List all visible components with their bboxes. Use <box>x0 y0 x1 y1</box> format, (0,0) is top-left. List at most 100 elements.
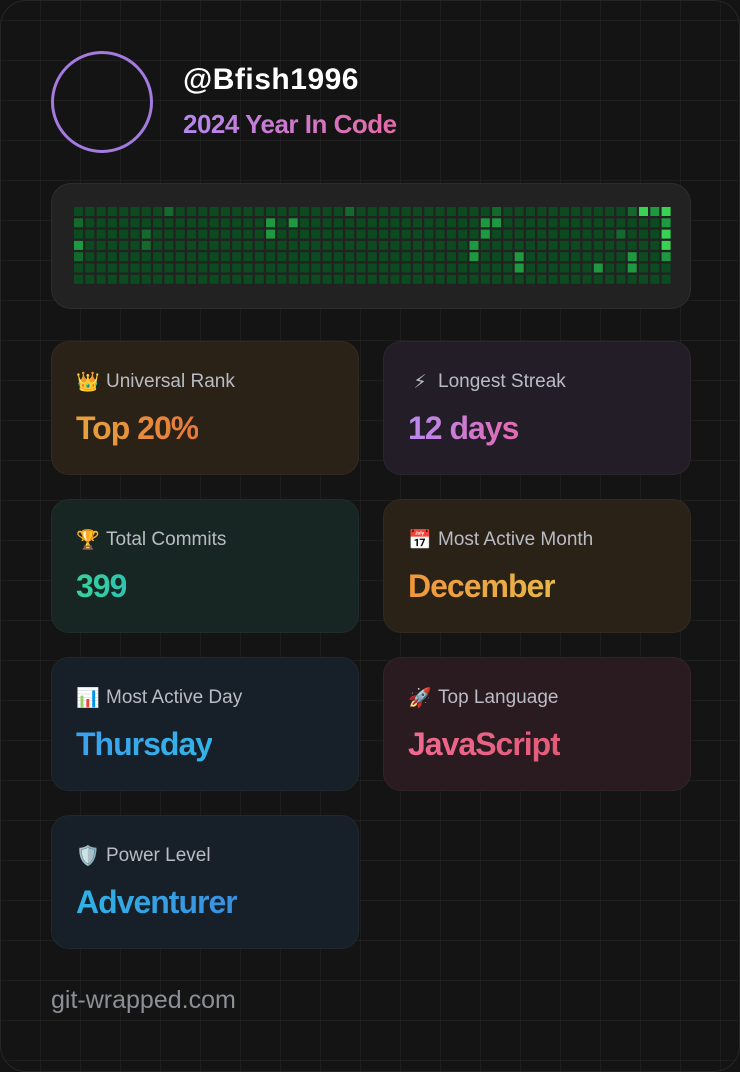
contribution-cell <box>627 229 637 239</box>
contribution-cell <box>164 229 174 239</box>
contribution-cell <box>469 207 479 216</box>
avatar <box>51 51 153 153</box>
contribution-cell <box>446 207 456 216</box>
contribution-cell <box>639 218 648 228</box>
contribution-cell <box>85 229 95 239</box>
contribution-cell <box>661 252 671 262</box>
stat-value: Thursday <box>76 726 213 762</box>
contribution-cell <box>379 207 389 216</box>
contribution-cell <box>526 207 535 216</box>
contribution-cell <box>401 218 411 228</box>
contribution-cell <box>209 207 219 216</box>
contribution-cell <box>413 229 422 239</box>
contribution-cell <box>390 240 400 250</box>
contribution-cell <box>469 263 479 273</box>
contribution-cell <box>458 240 468 250</box>
contribution-cell <box>164 263 174 273</box>
contribution-cell <box>650 274 660 284</box>
contribution-cell <box>492 252 502 262</box>
contribution-cell <box>277 252 287 262</box>
contribution-cell <box>254 218 264 228</box>
contribution-cell <box>96 218 106 228</box>
contribution-cell <box>356 240 366 250</box>
contribution-cell <box>322 229 332 239</box>
stat-label: Universal Rank <box>106 371 235 392</box>
contribution-cell <box>333 207 343 216</box>
contribution-cell <box>424 263 434 273</box>
contribution-cell <box>424 274 434 284</box>
contribution-cell <box>141 263 151 273</box>
stat-label: Top Language <box>438 687 559 708</box>
contribution-cell <box>107 252 117 262</box>
contribution-cell <box>209 229 219 239</box>
contribution-cell <box>435 240 445 250</box>
contribution-cell <box>232 252 242 262</box>
contribution-cell <box>187 207 196 216</box>
contribution-cell <box>277 218 287 228</box>
contribution-cell <box>548 252 558 262</box>
contribution-cell <box>514 252 524 262</box>
contribution-cell <box>311 252 321 262</box>
contribution-cell <box>243 218 253 228</box>
contribution-cell <box>661 240 671 250</box>
contribution-cell <box>367 240 377 250</box>
contribution-cell <box>345 218 355 228</box>
contribution-cell <box>198 263 208 273</box>
contribution-cell <box>413 252 422 262</box>
contribution-graph <box>51 183 691 309</box>
contribution-cell <box>277 263 287 273</box>
contribution-cell <box>435 218 445 228</box>
contribution-cell <box>300 263 309 273</box>
contribution-cell <box>85 274 95 284</box>
contribution-cell <box>627 274 637 284</box>
contribution-cell <box>141 274 151 284</box>
contribution-cell <box>333 274 343 284</box>
contribution-cell <box>300 218 309 228</box>
contribution-cell <box>435 263 445 273</box>
contribution-cell <box>571 274 581 284</box>
contribution-cell <box>266 263 276 273</box>
contribution-cell <box>367 218 377 228</box>
contribution-cell <box>232 218 242 228</box>
contribution-cell <box>548 240 558 250</box>
contribution-cell <box>254 274 264 284</box>
stat-label: Most Active Day <box>106 687 243 708</box>
contribution-cell <box>571 207 581 216</box>
contribution-cell <box>96 274 106 284</box>
stat-label: Most Active Month <box>438 529 594 550</box>
contribution-cell <box>175 240 185 250</box>
contribution-cell <box>605 207 615 216</box>
contribution-cell <box>74 229 83 239</box>
stat-label: Power Level <box>106 845 211 866</box>
contribution-cell <box>322 207 332 216</box>
contribution-cell <box>379 252 389 262</box>
contribution-cell <box>232 274 242 284</box>
contribution-cell <box>130 207 140 216</box>
contribution-cell <box>107 274 117 284</box>
contribution-cell <box>639 252 648 262</box>
contribution-cell <box>593 252 603 262</box>
contribution-cell <box>141 229 151 239</box>
contribution-cell <box>605 263 615 273</box>
contribution-cell <box>616 218 626 228</box>
contribution-cell <box>616 240 626 250</box>
contribution-cell <box>367 207 377 216</box>
stat-card-most-active-month: 📅 Most Active Month December <box>383 499 691 633</box>
contribution-cell <box>141 252 151 262</box>
contribution-cell <box>435 229 445 239</box>
site-link[interactable]: git-wrapped.com <box>51 986 236 1014</box>
contribution-cell <box>559 229 569 239</box>
stat-value: Top 20% <box>76 410 199 446</box>
contribution-cell <box>593 218 603 228</box>
stat-card-universal-rank: 👑 Universal Rank Top 20% <box>51 341 359 475</box>
contribution-cell <box>130 229 140 239</box>
contribution-cell <box>153 218 163 228</box>
contribution-cell <box>130 274 140 284</box>
stat-card-total-commits: 🏆 Total Commits 399 <box>51 499 359 633</box>
contribution-cell <box>503 263 513 273</box>
contribution-cell <box>492 274 502 284</box>
contribution-cell <box>85 252 95 262</box>
contribution-cell <box>85 263 95 273</box>
contribution-cell <box>390 229 400 239</box>
contribution-cell <box>446 240 456 250</box>
